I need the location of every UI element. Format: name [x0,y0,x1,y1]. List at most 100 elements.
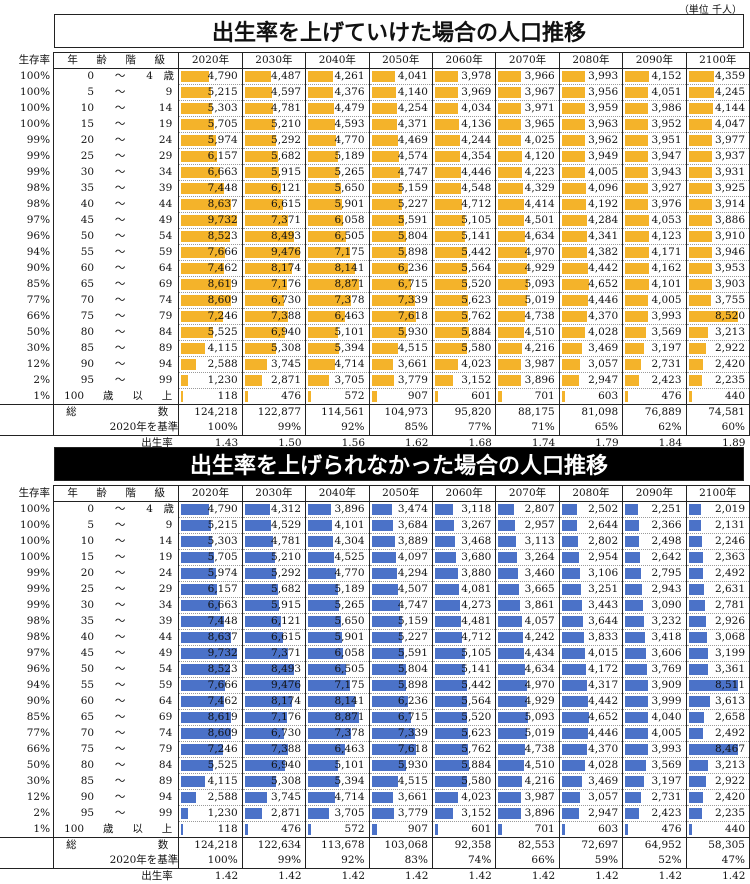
value-number: 2,246 [715,534,745,549]
age-from: 90 [70,357,94,372]
value-number: 3,949 [588,149,618,164]
value-cell: 5,884 [432,325,495,341]
total-number: 114,561 [321,405,364,420]
value-cell: 3,705 [306,806,369,822]
value-bar [498,600,520,611]
year-header: 2070年 [496,53,559,69]
value-cell: 2,420 [686,790,749,806]
age-group-part: 以 [132,389,143,404]
value-bar [435,119,459,130]
value-cell: 603 [559,822,622,838]
value-bar [562,279,589,290]
value-number: 3,987 [525,357,555,372]
base-percent: 60% [722,420,745,435]
value-number: 5,898 [398,245,428,260]
age-group-label: 20～24 [54,566,178,581]
value-number: 2,019 [715,502,745,517]
base-cell: 47% [686,853,749,869]
value-number: 4,192 [588,197,618,212]
value-cell: 7,448 [179,614,242,630]
value-cell: 4,140 [369,85,432,101]
value-number: 3,896 [525,373,555,388]
survival-rate: 96% [0,662,54,678]
value-bar [625,728,648,739]
value-cell: 5,591 [369,646,432,662]
value-bar [498,792,521,803]
value-cell: 7,371 [242,213,305,229]
value-number: 2,957 [525,518,555,533]
value-number: 2,642 [651,550,681,565]
value-cell: 3,880 [432,566,495,582]
value-cell: 3,460 [496,566,559,582]
value-number: 4,446 [588,726,618,741]
age-to: 14 [146,101,172,116]
age-from: 15 [70,550,94,565]
value-cell: 2,631 [686,582,749,598]
age-to: 34 [146,598,172,613]
birthrate-cell: 1.42 [623,869,686,884]
value-number: 7,618 [398,742,428,757]
age-sep: ～ [110,149,130,164]
age-from: 0 [70,69,94,84]
value-cell: 3,251 [559,582,622,598]
value-number: 4,144 [715,101,745,116]
value-bar [435,520,454,531]
year-header: 2070年 [496,486,559,502]
age-group-label: 5～9 [54,85,178,100]
age-from: 50 [70,229,94,244]
value-cell: 4,096 [559,181,622,197]
value-cell: 8,609 [179,726,242,742]
value-number: 2,251 [651,502,681,517]
value-cell: 2,498 [623,534,686,550]
value-bar [562,167,585,178]
value-cell: 3,152 [432,806,495,822]
survival-rate: 99% [0,582,54,598]
value-cell: 4,162 [623,261,686,277]
value-cell: 3,068 [686,630,749,646]
value-cell: 5,564 [432,694,495,710]
age-group: 60～64 [54,261,179,277]
value-cell: 3,232 [623,614,686,630]
value-number: 9,476 [271,245,301,260]
value-number: 5,564 [461,261,491,276]
survival-rate: 100% [0,550,54,566]
value-cell: 4,242 [496,630,559,646]
value-cell: 2,922 [686,774,749,790]
value-number: 3,909 [651,678,681,693]
value-number: 6,615 [271,630,301,645]
base-percent: 71% [531,420,554,435]
value-number: 3,833 [588,630,618,645]
value-bar [498,103,521,114]
value-bar [625,231,649,242]
age-sep: ～ [110,678,130,693]
value-cell: 6,157 [179,582,242,598]
value-number: 5,101 [334,758,364,773]
value-cell: 3,606 [623,646,686,662]
value-cell: 3,684 [369,518,432,534]
value-number: 701 [535,389,555,404]
value-bar [562,359,580,370]
value-number: 4,770 [334,566,364,581]
value-cell: 3,971 [496,101,559,117]
base-cell: 71% [496,420,559,436]
value-number: 2,731 [651,790,681,805]
value-cell: 4,005 [623,726,686,742]
age-group: 70～74 [54,726,179,742]
age-group-label: 80～84 [54,325,178,340]
value-number: 4,136 [461,117,491,132]
value-bar [435,151,460,162]
value-number: 3,680 [461,550,491,565]
value-cell: 701 [496,389,559,405]
total-label: 総数 [54,405,179,421]
value-number: 3,896 [525,806,555,821]
age-to: 9 [146,518,172,533]
value-number: 5,804 [398,229,428,244]
birthrate-value: 1.42 [595,869,618,884]
value-number: 3,468 [461,534,491,549]
